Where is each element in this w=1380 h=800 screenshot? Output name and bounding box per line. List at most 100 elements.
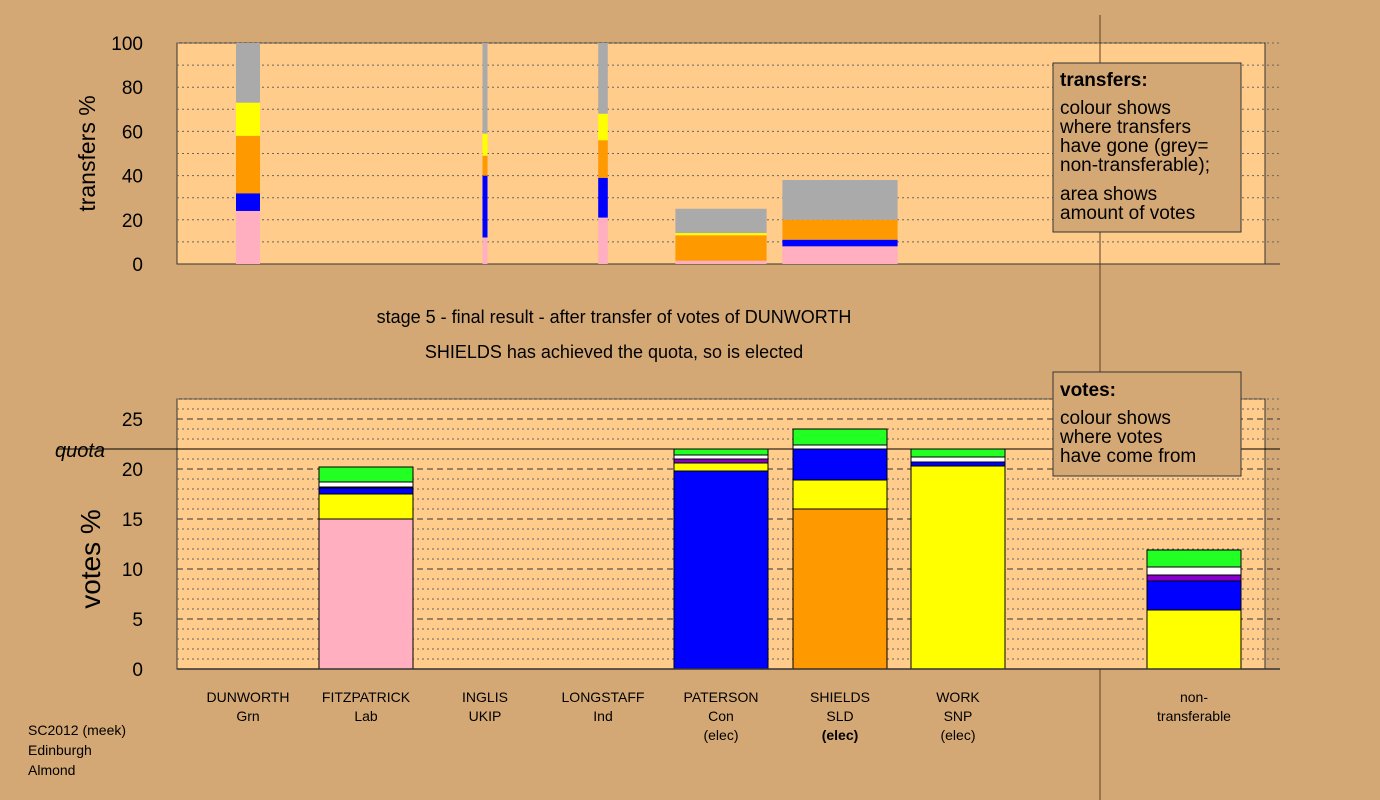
- votes-bar-segment: [673, 470, 769, 670]
- transfers-bar-segment: [675, 260, 767, 264]
- transfers-legend-line: amount of votes: [1060, 203, 1195, 224]
- candidate-status-label: (elec): [940, 727, 975, 743]
- votes-bar-segment: [1146, 566, 1242, 576]
- transfers-legend-line: area shows: [1060, 184, 1157, 205]
- transfers-bar-segment: [598, 140, 608, 178]
- votes-bar-segment: [673, 448, 769, 456]
- votes-y-tick: 20: [122, 460, 143, 481]
- candidate-status-label: (elec): [822, 727, 859, 743]
- transfers-bar-segment: [598, 177, 608, 218]
- votes-legend-title: votes:: [1060, 380, 1116, 401]
- transfers-bar-segment: [675, 235, 767, 261]
- transfers-bar-segment: [236, 210, 260, 264]
- candidate-party-label: SLD: [826, 708, 853, 724]
- candidate-party-label: Con: [708, 708, 734, 724]
- candidate-name-label: DUNWORTH: [207, 689, 290, 705]
- candidate-name-label: INGLIS: [462, 689, 508, 705]
- nontransferable-label: non-: [1180, 689, 1208, 705]
- votes-bar-segment: [318, 493, 414, 520]
- candidate-party-label: Ind: [593, 708, 612, 724]
- transfers-bar-segment: [236, 102, 260, 136]
- transfers-legend-line: have gone (grey=: [1060, 136, 1208, 157]
- candidate-name-label: FITZPATRICK: [322, 689, 411, 705]
- transfers-y-label: transfers %: [74, 95, 100, 211]
- transfers-y-tick: 100: [111, 34, 143, 55]
- transfers-bar-segment: [236, 193, 260, 211]
- transfers-legend-line: where transfers: [1059, 117, 1191, 138]
- transfers-legend-title: transfers:: [1060, 70, 1148, 91]
- transfers-bar-segment: [236, 43, 260, 103]
- votes-panel: 0 5 10 15 20 25 votes % quota DUNWORTH Grn FITZPAT…: [55, 371, 1280, 743]
- votes-bar-segment: [792, 479, 888, 510]
- votes-legend-line: colour shows: [1060, 408, 1171, 429]
- nontransferable-label: transferable: [1157, 708, 1231, 724]
- transfers-bar-segment: [236, 135, 260, 194]
- votes-bar-segment: [792, 428, 888, 446]
- votes-bar-segment: [1146, 574, 1242, 582]
- votes-bar-segment: [792, 444, 888, 450]
- transfers-y-tick: 20: [122, 211, 143, 232]
- transfers-legend-line: colour shows: [1060, 98, 1171, 119]
- votes-y-tick: 0: [132, 660, 143, 681]
- elected-caption: SHIELDS has achieved the quota, so is el…: [425, 342, 803, 362]
- votes-y-label: votes %: [75, 509, 106, 609]
- transfers-bar-segment: [598, 43, 608, 114]
- votes-bar-segment: [910, 456, 1006, 463]
- transfers-y-tick: 40: [122, 167, 143, 188]
- votes-bar-segment: [318, 481, 414, 488]
- transfers-bar-segment: [782, 180, 898, 220]
- votes-bar-segment: [792, 448, 888, 481]
- votes-bar-segment: [792, 508, 888, 670]
- transfers-bar-segment: [598, 113, 608, 141]
- transfers-bar-segment: [598, 217, 608, 264]
- transfers-y-tick: 60: [122, 122, 143, 143]
- votes-y-tick: 5: [132, 610, 143, 631]
- transfers-bar-segment: [782, 239, 898, 247]
- transfers-y-tick: 80: [122, 78, 143, 99]
- votes-bar-segment: [673, 458, 769, 464]
- votes-bar-segment: [1146, 549, 1242, 568]
- stage-caption: stage 5 - final result - after transfer …: [377, 307, 852, 327]
- candidate-party-label: Grn: [236, 708, 259, 724]
- footer-line: SC2012 (meek): [28, 722, 126, 738]
- candidate-name-label: SHIELDS: [810, 689, 870, 705]
- votes-bar-segment: [910, 465, 1006, 670]
- votes-bar-segment: [1146, 609, 1242, 670]
- votes-legend-line: have come from: [1060, 446, 1196, 467]
- transfers-bar-segment: [675, 208, 767, 234]
- votes-bar-segment: [673, 462, 769, 472]
- quota-label: quota: [55, 440, 105, 462]
- transfers-legend-line: non-transferable);: [1060, 155, 1210, 176]
- votes-bar-segment: [673, 454, 769, 460]
- candidate-name-label: LONGSTAFF: [562, 689, 645, 705]
- transfers-bar-segment: [482, 43, 488, 134]
- votes-y-tick: 15: [122, 510, 143, 531]
- footer-line: Almond: [28, 762, 75, 778]
- transfers-bar-segment: [482, 237, 488, 264]
- candidate-status-label: (elec): [703, 727, 738, 743]
- votes-bar-segment: [318, 466, 414, 483]
- votes-bar-segment: [910, 448, 1006, 458]
- votes-bar-segment: [910, 461, 1006, 467]
- transfers-bar-segment: [675, 233, 767, 236]
- votes-y-tick: 10: [122, 560, 143, 581]
- votes-legend-line: where votes: [1059, 427, 1162, 448]
- candidate-party-label: UKIP: [469, 708, 502, 724]
- votes-y-tick: 25: [122, 410, 143, 431]
- transfers-bar-segment: [482, 155, 488, 176]
- candidate-name-label: PATERSON: [684, 689, 759, 705]
- votes-bar-segment: [318, 487, 414, 495]
- transfers-legend: transfers: colour shows where transfers …: [1052, 62, 1242, 233]
- candidate-name-label: WORK: [936, 689, 980, 705]
- votes-bar-segment: [1146, 580, 1242, 611]
- transfers-bar-segment: [782, 246, 898, 264]
- candidate-party-label: Lab: [354, 708, 378, 724]
- candidate-party-label: SNP: [944, 708, 973, 724]
- votes-legend-box: [1052, 371, 1242, 477]
- transfers-bar-segment: [482, 175, 488, 238]
- transfers-y-tick: 0: [132, 255, 143, 276]
- footer-line: Edinburgh: [28, 742, 92, 758]
- votes-bar-segment: [318, 518, 414, 670]
